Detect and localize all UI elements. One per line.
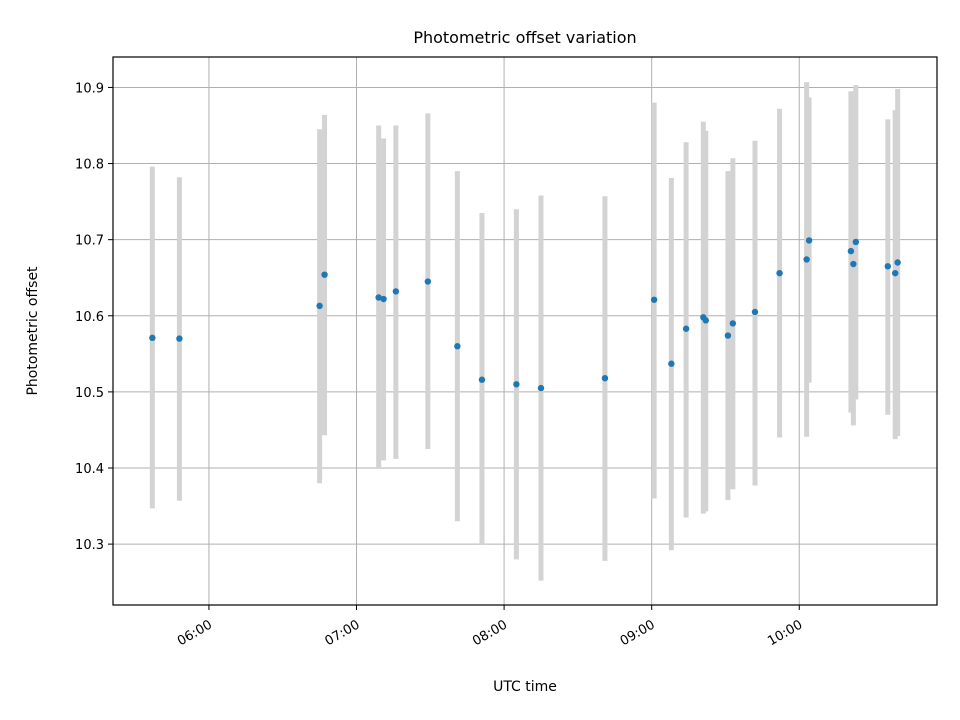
y-tick-label: 10.4	[75, 462, 104, 477]
data-point	[513, 381, 520, 388]
data-point	[478, 376, 486, 383]
grid	[113, 57, 937, 605]
data-point	[316, 302, 323, 310]
data-point	[650, 296, 658, 303]
y-axis-label: Photometric offset	[25, 266, 41, 396]
y-tick-label: 10.3	[75, 538, 104, 553]
data-point	[702, 317, 709, 324]
y-tick-label: 10.6	[75, 310, 104, 325]
y-tick-label: 10.9	[75, 81, 104, 96]
data-point	[751, 308, 759, 316]
data-point	[803, 256, 810, 263]
data-point	[668, 360, 675, 367]
data-point	[724, 332, 732, 339]
data-point	[894, 259, 901, 266]
data-point	[729, 320, 737, 327]
data-point	[847, 247, 855, 255]
data-point	[850, 260, 857, 268]
y-axis-ticks: 10.3 10.4 10.5 10.6 10.7 10.8 10.9	[75, 81, 113, 553]
y-tick-label: 10.5	[75, 386, 104, 401]
data-point	[321, 271, 328, 278]
data-point	[776, 269, 783, 277]
data-point	[375, 294, 382, 301]
data-point	[805, 237, 813, 244]
y-tick-label: 10.7	[75, 234, 104, 249]
data-point	[884, 263, 892, 270]
data-point	[682, 325, 690, 332]
plot-frame	[112, 56, 938, 606]
data-points	[149, 237, 901, 392]
data-point	[454, 343, 461, 350]
data-point	[424, 278, 432, 285]
data-point	[149, 334, 156, 342]
x-axis-label: UTC time	[493, 679, 557, 695]
y-tick-label: 10.8	[75, 158, 104, 173]
data-point	[176, 335, 183, 342]
data-point	[852, 238, 860, 246]
data-point	[601, 374, 609, 382]
data-point	[891, 269, 899, 277]
data-point	[392, 288, 400, 295]
data-point	[537, 384, 545, 392]
data-point	[380, 295, 387, 303]
chart-title: Photometric offset variation	[413, 28, 636, 47]
